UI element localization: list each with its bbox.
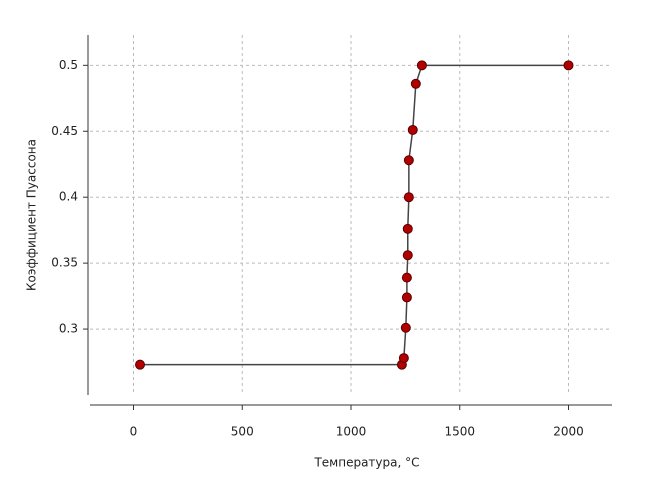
y-tick-label: 0.35	[51, 256, 78, 270]
point	[401, 272, 412, 283]
point	[416, 60, 427, 71]
point	[407, 124, 418, 135]
point	[398, 353, 409, 364]
x-tick-label: 0	[130, 425, 138, 439]
point	[135, 359, 146, 370]
y-tick-label: 0.4	[59, 190, 78, 204]
point	[403, 192, 414, 203]
point	[563, 60, 574, 71]
point	[410, 78, 421, 89]
x-tick-label: 1500	[444, 425, 475, 439]
y-tick-label: 0.3	[59, 322, 78, 336]
y-tick-label: 0.5	[59, 58, 78, 72]
point	[402, 250, 413, 261]
point	[402, 223, 413, 234]
line	[140, 64, 569, 366]
point	[403, 155, 414, 166]
point	[401, 292, 412, 303]
x-tick-label: 2000	[553, 425, 584, 439]
x-tick-label: 500	[231, 425, 254, 439]
x-axis-title: Температура, °C	[313, 456, 419, 470]
y-axis-title: Коэффициент Пуассона	[25, 139, 39, 291]
y-tick-label: 0.45	[51, 124, 78, 138]
point	[400, 322, 411, 333]
x-tick-label: 1000	[336, 425, 367, 439]
